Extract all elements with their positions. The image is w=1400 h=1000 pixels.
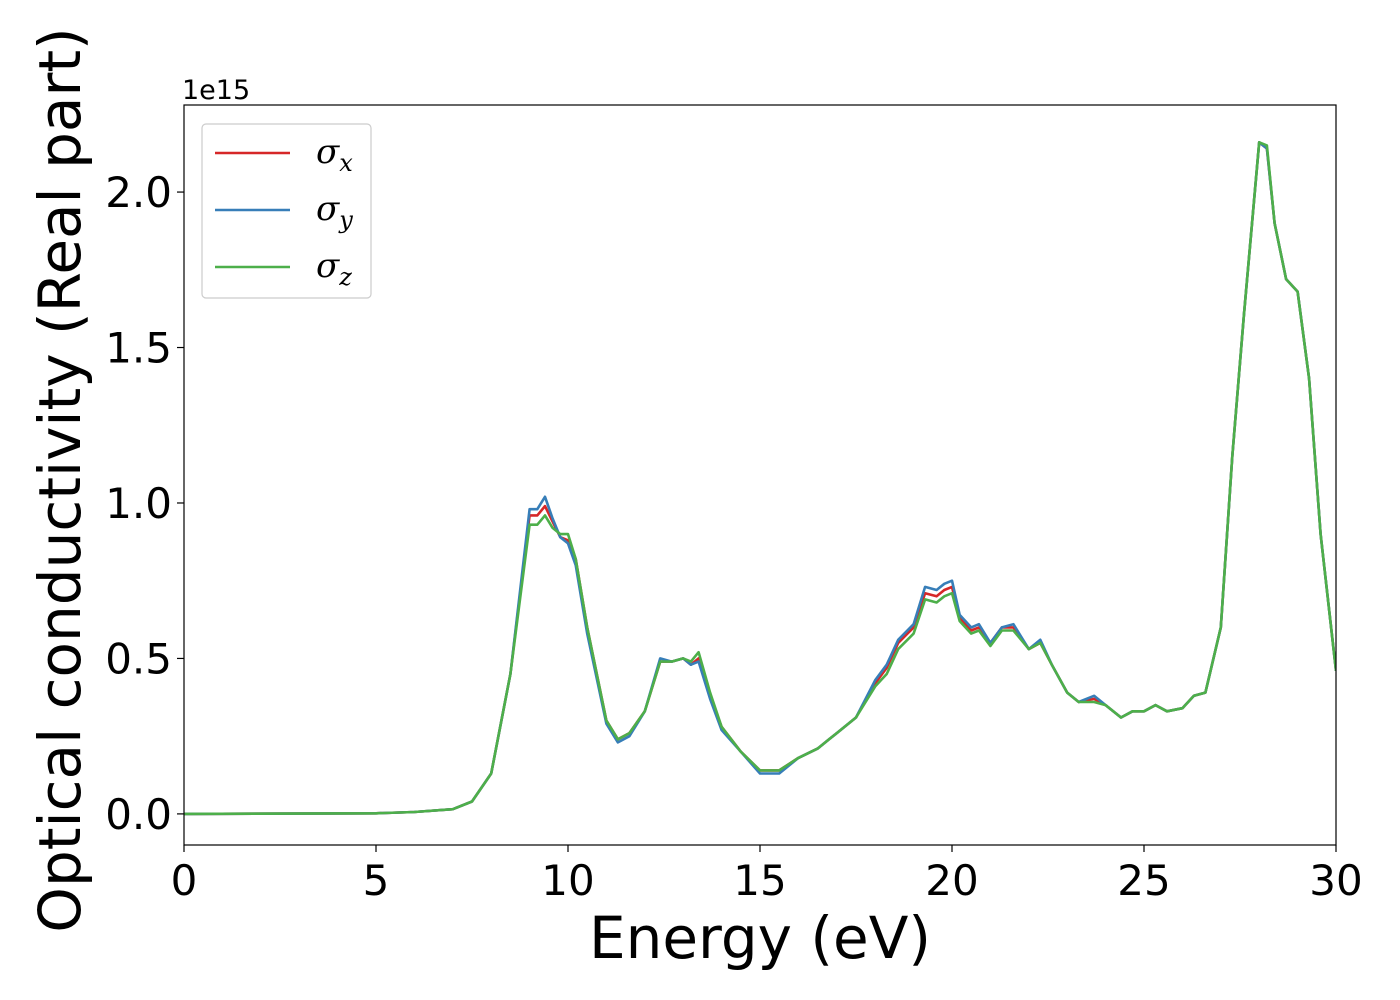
- x-tick-label: 25: [1117, 856, 1170, 905]
- legend-label: σy: [316, 189, 353, 234]
- y-tick-label: 1.5: [105, 324, 172, 373]
- x-tick-label: 5: [363, 856, 390, 905]
- x-tick-label: 0: [171, 856, 198, 905]
- y-tick-label: 1.0: [105, 479, 172, 528]
- y-tick-label: 0.0: [105, 790, 172, 839]
- x-tick-label: 30: [1309, 856, 1362, 905]
- y-tick-label: 0.5: [105, 634, 172, 683]
- x-axis-label: Energy (eV): [589, 904, 931, 972]
- series-line-z: [184, 141, 1336, 816]
- legend: σx σy σz: [201, 123, 372, 299]
- x-tick-label: 20: [925, 856, 978, 905]
- y-axis-ticks: 0.0 0.5 1.0 1.5 2.0: [105, 168, 184, 839]
- legend-label: σz: [316, 246, 352, 291]
- series-lines: [184, 141, 1336, 816]
- x-tick-label: 15: [733, 856, 786, 905]
- x-tick-label: 10: [541, 856, 594, 905]
- y-tick-label: 2.0: [105, 168, 172, 217]
- y-axis-label: Optical conductivity (Real part): [26, 27, 94, 932]
- y-offset-label: 1e15: [182, 75, 250, 106]
- x-axis-ticks: 0 5 10 15 20 25 30: [171, 845, 1363, 905]
- legend-label: σx: [316, 132, 353, 177]
